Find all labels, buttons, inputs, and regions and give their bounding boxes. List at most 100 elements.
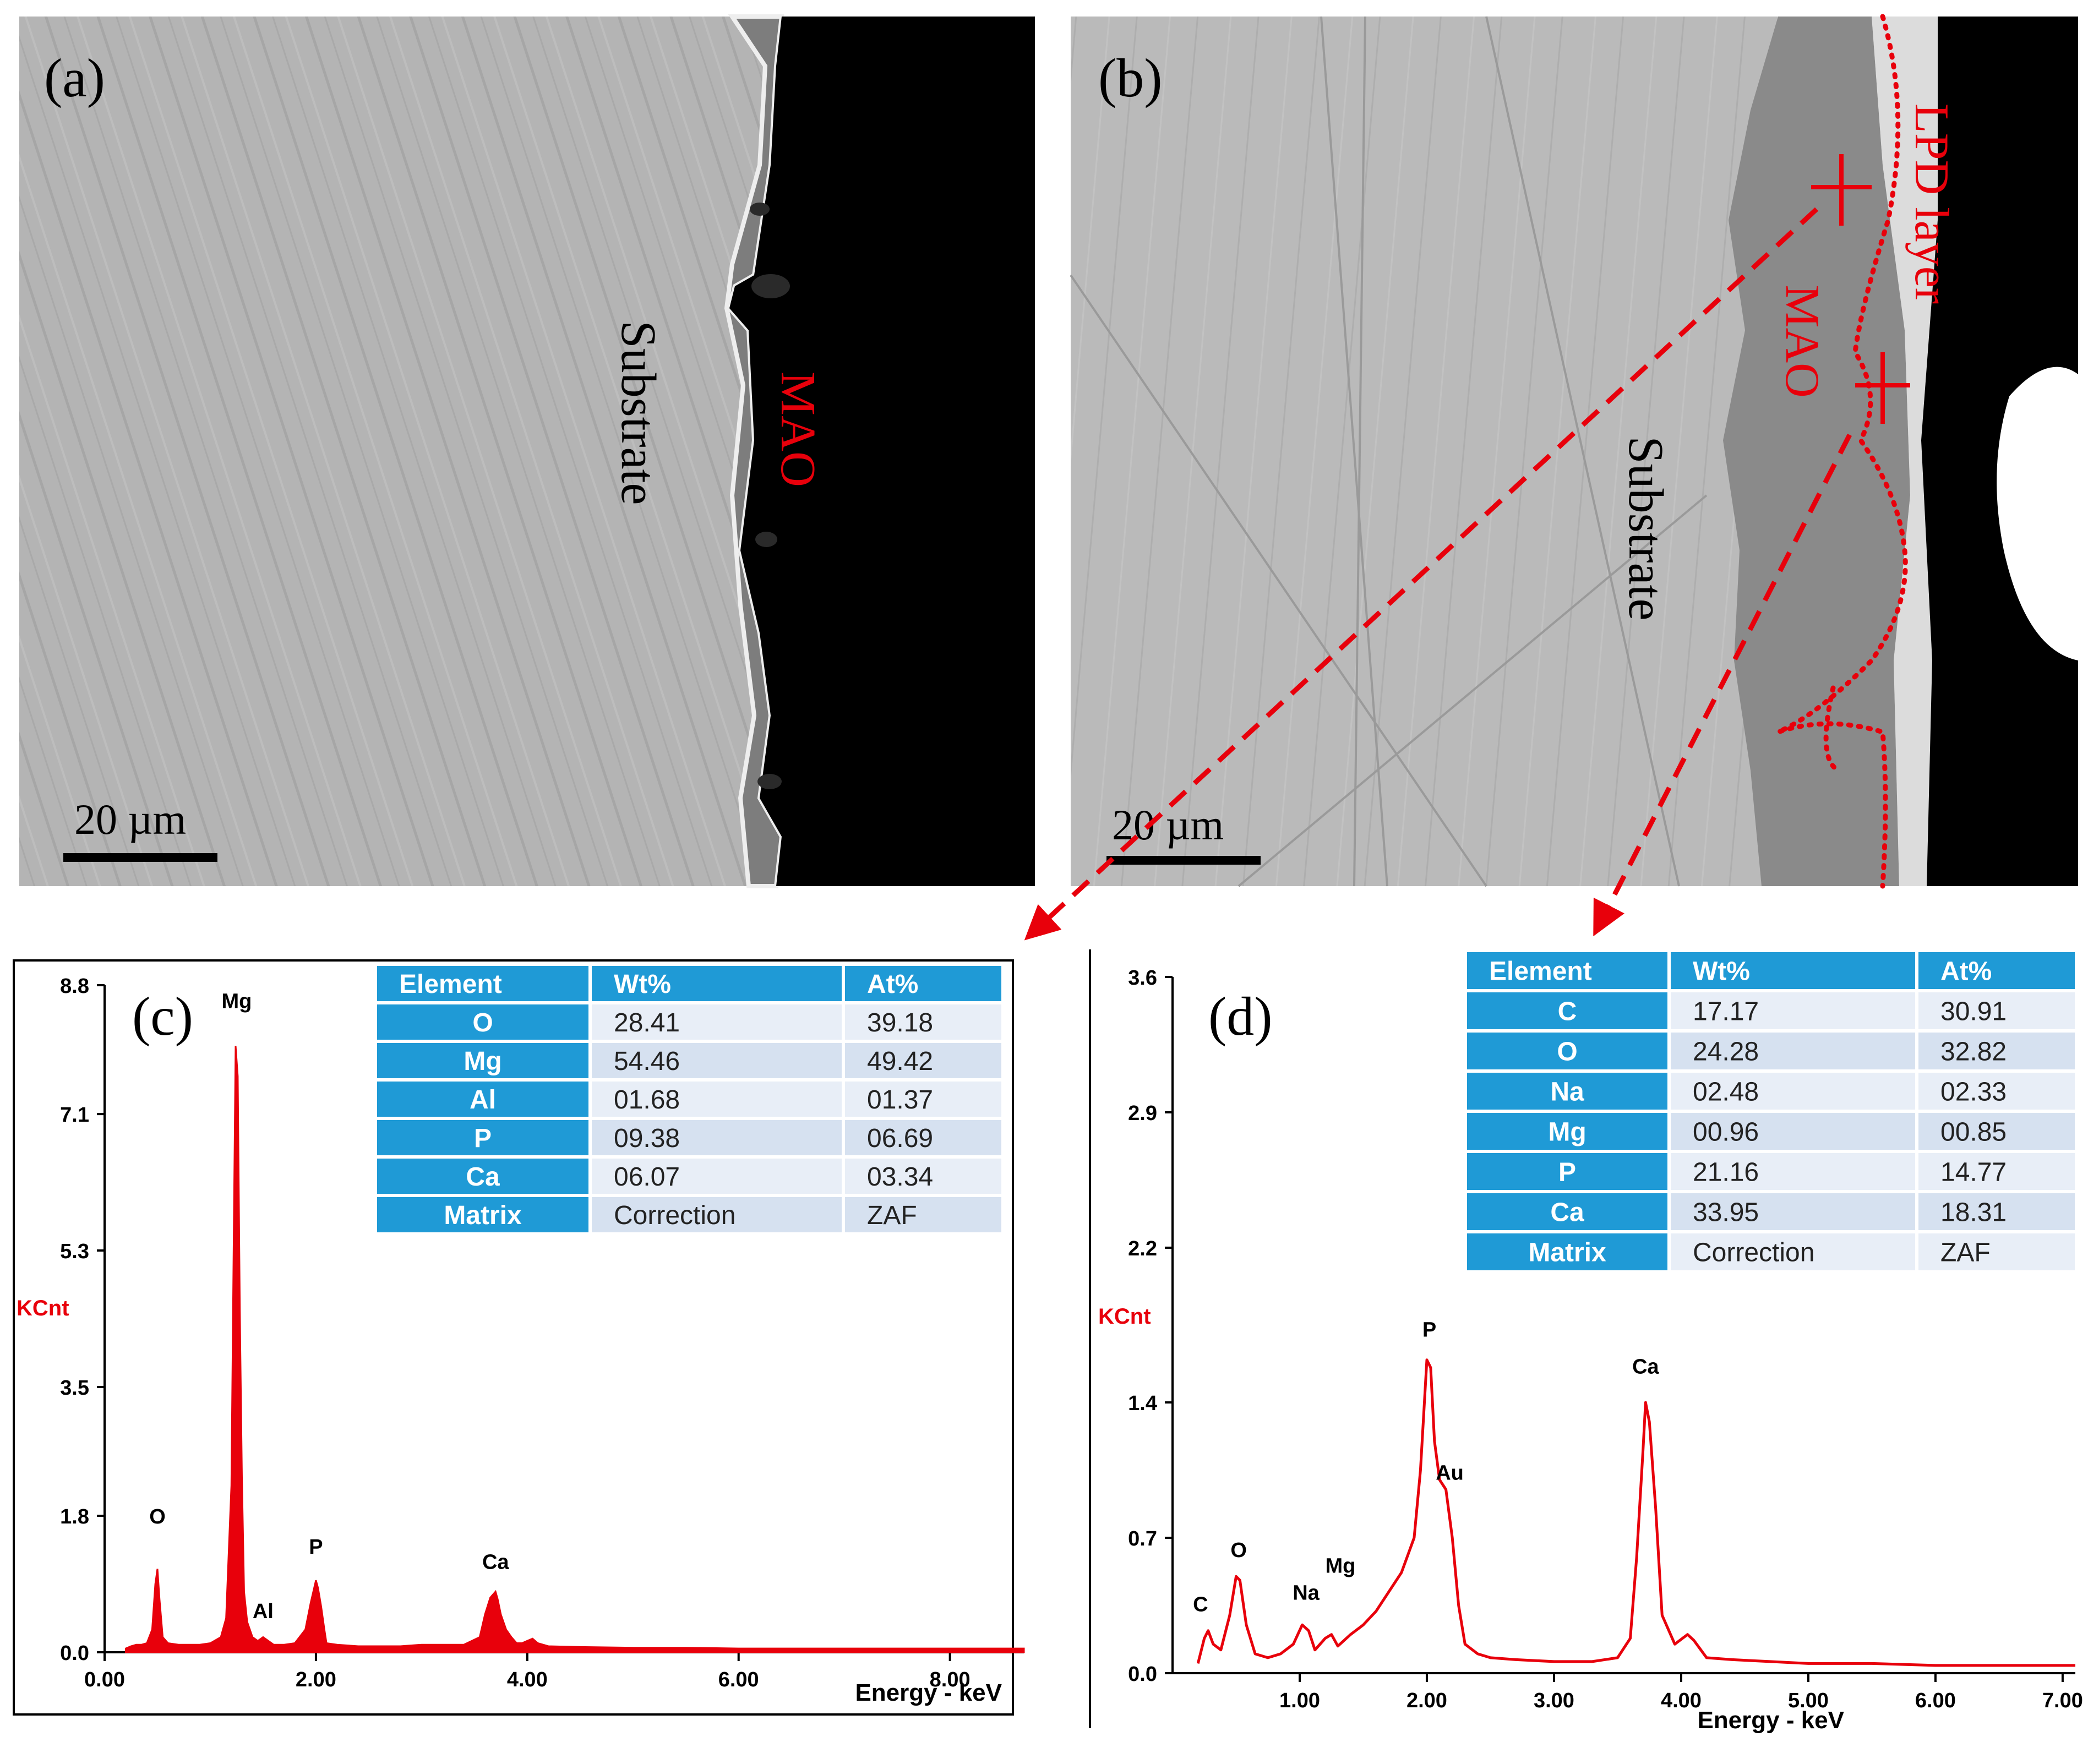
peak-label-p: P (1422, 1319, 1436, 1342)
chart-d-ylabel: KCnt (1098, 1304, 1151, 1329)
x-tick-label: 2.00 (1406, 1689, 1447, 1712)
table-cell (592, 1082, 842, 1117)
panel-b-scale-bar (1106, 856, 1261, 865)
table-cell-text: 14.77 (1940, 1158, 2007, 1187)
panel-b-mao-label: MAO (1775, 285, 1829, 397)
table-cell-text: 06.69 (867, 1124, 933, 1153)
x-tick-label: 6.00 (718, 1668, 759, 1691)
panel-b-resin-void (1997, 367, 2078, 660)
arrow-to-panel-d (1593, 433, 1852, 937)
table-cell (1467, 1233, 1667, 1270)
table-cell-text: 28.41 (614, 1008, 680, 1037)
table-cell (845, 1004, 1001, 1040)
panel-a-scale-bar-label: 20 µm (74, 795, 186, 843)
table-cell-text: 03.34 (867, 1162, 933, 1192)
table-cell-text: 21.16 (1693, 1158, 1759, 1187)
peak-label-al: Al (253, 1600, 274, 1623)
x-tick-label: 4.00 (1661, 1689, 1702, 1712)
panel-a-substrate-label: Substrate (611, 321, 666, 505)
peak-label-mg: Mg (222, 990, 252, 1013)
table-cell-text: 01.37 (867, 1085, 933, 1115)
table-cell (592, 1004, 842, 1040)
table-header-text: At% (867, 970, 918, 999)
table-header-text: Wt% (1693, 957, 1750, 986)
x-tick-label: 5.00 (1788, 1689, 1829, 1712)
table-cell (1671, 1193, 1915, 1230)
panel-a-mao-label: MAO (771, 372, 825, 487)
table-header-text: Element (1489, 957, 1592, 986)
spectrum-line (1196, 1358, 2075, 1667)
panel-b-interface-dotted-line-2 (1823, 685, 1841, 773)
peak-label-o: O (1230, 1539, 1247, 1562)
table-cell-text: Ca (466, 1162, 500, 1192)
table-cell (845, 1120, 1001, 1155)
table-cell-text: 30.91 (1940, 997, 2007, 1026)
table-cell-text: O (472, 1008, 493, 1037)
table-cell (377, 1197, 588, 1232)
chart-c-xlabel: Energy - keV (855, 1679, 1002, 1706)
table-cell-text: 02.33 (1940, 1078, 2007, 1107)
chart-d-x-ticks: 1.00 2.00 3.00 4.00 5.00 6.00 7.00 (1279, 1673, 2083, 1712)
table-header-cell (1671, 952, 1915, 989)
chart-c-ylabel: KCnt (17, 1296, 69, 1320)
pore (757, 774, 782, 789)
table-cell (592, 1197, 842, 1232)
chart-d-composition-table: Element Wt% At% C 17.17 30.91 O 24.28 32.82 Na 02.… (1467, 952, 2075, 1270)
table-cell-text: Correction (1693, 1238, 1814, 1268)
chart-d-panel-label: (d) (1208, 986, 1273, 1047)
panel-b-point-markers (1811, 154, 1910, 424)
panel-a-scale-bar (63, 853, 217, 862)
chart-d-xlabel: Energy - keV (1697, 1707, 1844, 1734)
table-cell (1918, 992, 2075, 1029)
x-tick-label: 6.00 (1915, 1689, 1956, 1712)
panel-b-lpd-label: LPD layer (1905, 103, 1958, 304)
y-tick-label: 7.1 (60, 1104, 89, 1127)
table-cell (1918, 1193, 2075, 1230)
y-tick-label: 5.3 (60, 1240, 89, 1263)
table-header-cell (845, 966, 1001, 1001)
table-cell (1918, 1233, 2075, 1270)
x-tick-label: 2.00 (296, 1668, 336, 1691)
table-cell (592, 1159, 842, 1194)
table-cell-text: 01.68 (614, 1085, 680, 1115)
chart-c-peak-labels: Mg O Al P Ca (149, 990, 509, 1623)
table-cell-text: 02.48 (1693, 1078, 1759, 1107)
table-cell-text: P (1558, 1158, 1576, 1187)
table-cell-text: 32.82 (1940, 1037, 2007, 1067)
y-tick-label: 2.2 (1128, 1237, 1157, 1260)
y-tick-label: 2.9 (1128, 1102, 1157, 1125)
table-cell (1671, 1113, 1915, 1150)
table-header-cell (377, 966, 588, 1001)
panel-b-lpd-layer (1872, 17, 1938, 886)
table-cell (1467, 1033, 1667, 1069)
table-cell (592, 1043, 842, 1078)
chart-c-panel-label: (c) (132, 986, 193, 1047)
table-cell (845, 1159, 1001, 1194)
table-cell-text: Matrix (1528, 1238, 1606, 1268)
table-cell (1918, 1073, 2075, 1110)
table-cell-text: Mg (1548, 1118, 1586, 1147)
table-cell-text: Correction (614, 1201, 735, 1230)
table-cell (1467, 1153, 1667, 1190)
table-header-cell (1467, 952, 1667, 989)
y-tick-label: 0.0 (60, 1642, 89, 1665)
y-tick-label: 8.8 (60, 975, 89, 998)
table-cell (1918, 1113, 2075, 1150)
peak-label-ca: Ca (1632, 1355, 1659, 1378)
y-tick-label: 1.4 (1128, 1392, 1157, 1415)
panel-a-resin-background (729, 17, 1035, 886)
table-header-text: Element (399, 970, 502, 999)
table-cell-text: Na (1550, 1078, 1584, 1107)
table-cell-text: 54.46 (614, 1047, 680, 1076)
peak-label-na: Na (1293, 1581, 1320, 1604)
chart-c-series (124, 1046, 1025, 1653)
table-cell-text: 06.07 (614, 1162, 680, 1192)
chart-d-eds-spectrum: (d) KCnt Energy - keV 0.0 0.7 1.4 2.2 2.9 3.6… (1089, 949, 2083, 1734)
panel-b-label: (b) (1098, 47, 1163, 108)
table-cell-text: 18.31 (1940, 1198, 2007, 1227)
chart-c-x-ticks: 0.00 2.00 4.00 6.00 8.00 (84, 1652, 971, 1691)
table-cell (592, 1120, 842, 1155)
table-cell-text: Al (470, 1085, 496, 1115)
table-cell-text: P (474, 1124, 492, 1153)
x-tick-label: 3.00 (1534, 1689, 1574, 1712)
